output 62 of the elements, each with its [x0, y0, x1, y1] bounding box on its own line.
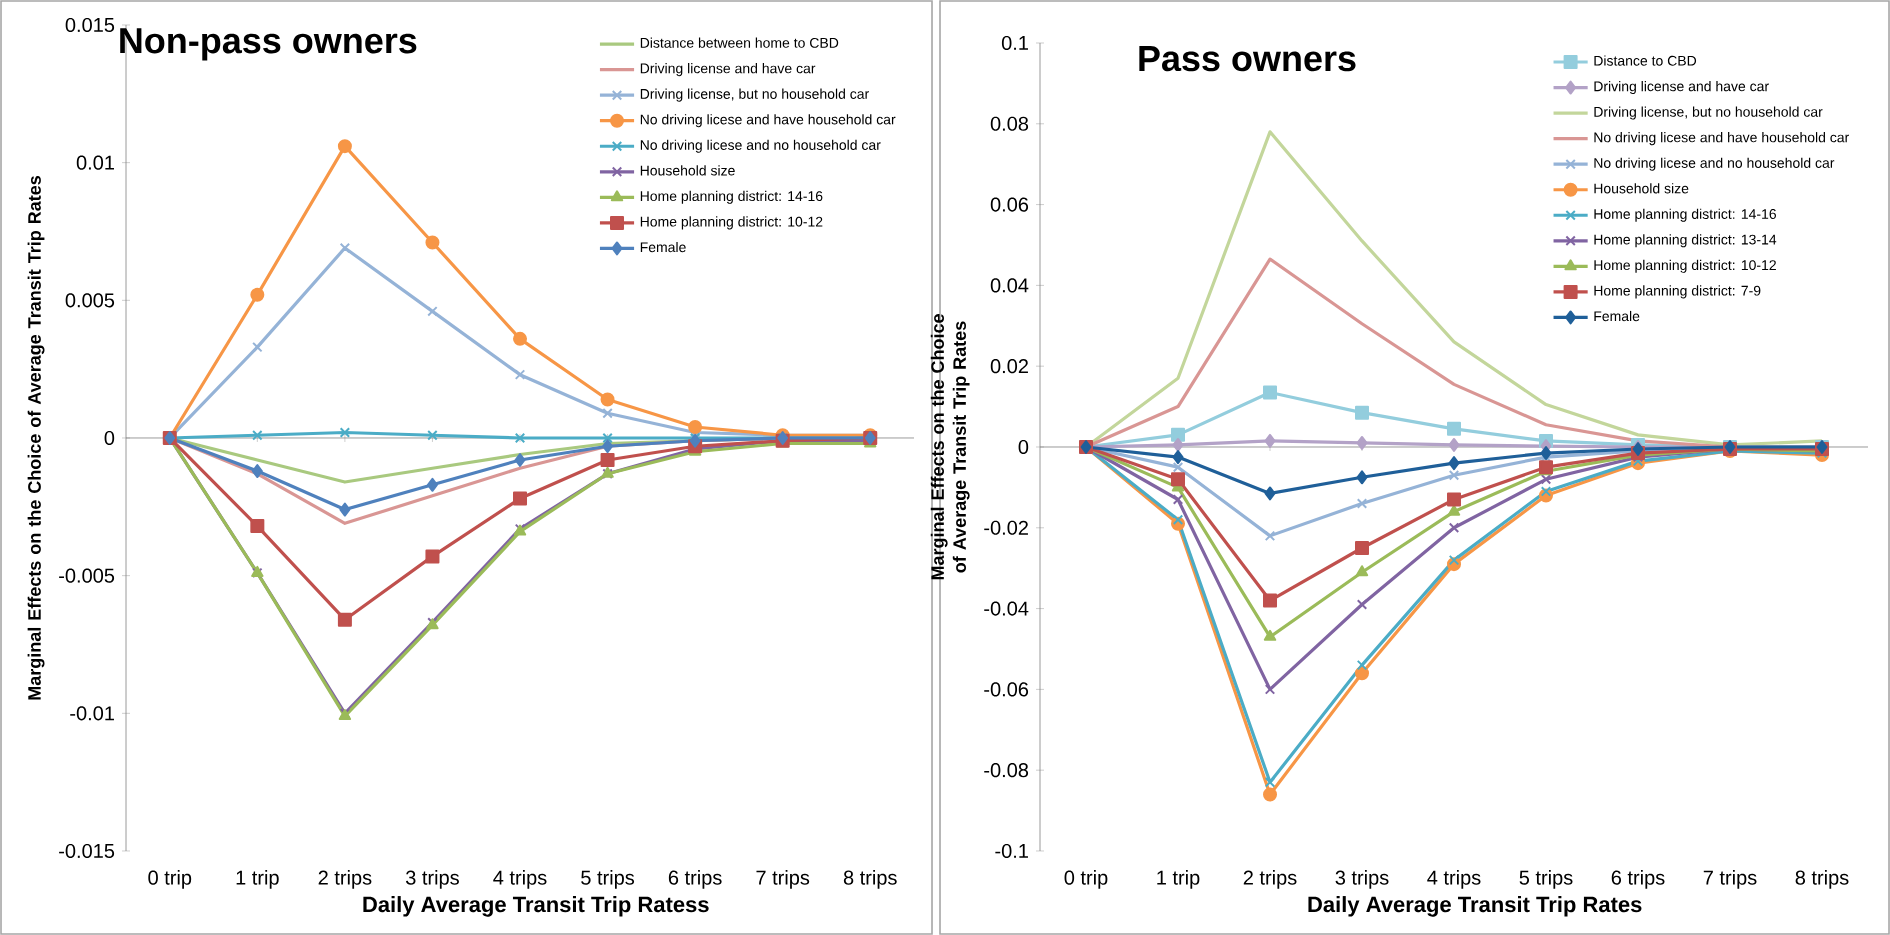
y-tick-label: 0.005: [65, 293, 115, 308]
y-tick-label: -0.005: [59, 568, 115, 583]
x-tick-label: 8 trips: [843, 870, 897, 889]
chart-title: Pass owners: [1139, 46, 1356, 72]
x-tick-label: 0 trip: [1064, 870, 1108, 889]
y-tick-label: -0.08: [984, 763, 1029, 778]
legend-label: Driving license, but no household car: [640, 88, 869, 102]
legend-label: Distance between home to CBD: [640, 37, 839, 48]
legend-label: Home planning district: 13-14: [1594, 234, 1777, 248]
y-tick-label: 0.015: [65, 17, 115, 33]
legend-label: Female: [640, 241, 686, 253]
x-tick-label: 0 trip: [148, 870, 192, 889]
y-tick-label: 0.08: [990, 116, 1029, 131]
y-tick-label: -0.1: [995, 843, 1028, 859]
y-tick-label: 0.06: [990, 197, 1029, 212]
x-tick-label: 1 trip: [236, 870, 279, 889]
legend-label: Female: [1594, 310, 1640, 322]
legend-label: Home planning district: 10-12: [640, 216, 823, 230]
y-tick-label: -0.04: [984, 601, 1029, 616]
x-tick-label: 7 trips: [756, 870, 810, 889]
x-tick-label: 2 trips: [318, 870, 372, 889]
chart-title: Non-pass owners: [120, 28, 417, 61]
y-tick-label: 0.1: [1001, 35, 1028, 51]
legend-label: No driving licese and have household car: [640, 114, 896, 128]
x-tick-label: 6 trips: [668, 870, 722, 889]
y-tick-label: -0.01: [70, 706, 114, 721]
x-tick-label: 1 trip: [1157, 870, 1200, 889]
x-tick-label: 2 trips: [1243, 870, 1297, 889]
y-axis-title: Marginal Effects on the Choice of Average Transit Trip Rates: [27, 176, 45, 700]
legend-label: Household size: [1594, 183, 1689, 194]
y-tick-label: -0.06: [984, 682, 1029, 697]
x-tick-label: 5 trips: [581, 870, 635, 889]
legend-label: No driving licese and have household car: [1594, 132, 1850, 146]
y-tick-label: -0.02: [984, 520, 1028, 535]
legend-label: Home planning district: 7-9: [1594, 285, 1761, 299]
x-tick-label: 4 trips: [1427, 870, 1481, 889]
legend-label: Home planning district: 14-16: [1594, 208, 1776, 222]
legend-label: Driving license and have car: [1594, 80, 1769, 95]
y-tick-label: 0.02: [990, 359, 1028, 374]
x-tick-label: 8 trips: [1795, 870, 1849, 889]
legend-label: Distance to CBD: [1594, 55, 1697, 66]
legend-label: Home planning district: 10-12: [1594, 259, 1776, 273]
y-tick-label: 0.04: [990, 278, 1029, 293]
legend-label: No driving licese and no household car: [640, 139, 881, 153]
x-tick-label: 5 trips: [1519, 870, 1573, 889]
x-tick-label: 3 trips: [1335, 870, 1389, 889]
y-tick-label: 0.01: [76, 155, 114, 170]
legend-label: Driving license, but no household car: [1594, 106, 1823, 120]
legend-label: Driving license and have car: [640, 63, 816, 77]
x-axis-title: Daily Average Transit Trip Rates: [1308, 896, 1642, 917]
x-axis-title: Daily Average Transit Trip Ratess: [363, 896, 709, 917]
y-tick-label: 0: [104, 430, 115, 446]
x-tick-label: 4 trips: [493, 870, 547, 889]
legend-label: Household size: [640, 165, 735, 176]
legend-label: No driving licese and no household car: [1594, 157, 1835, 171]
x-tick-label: 7 trips: [1703, 870, 1757, 889]
x-tick-label: 3 trips: [405, 870, 459, 889]
y-axis-title: Marginal Effects on the Choice of Average Transit Trip Rates: [930, 314, 970, 580]
y-tick-label: -0.015: [59, 843, 115, 859]
legend-label: Home planning district: 14-16: [640, 190, 823, 204]
y-tick-label: 0: [1018, 439, 1029, 455]
x-tick-label: 6 trips: [1611, 870, 1665, 889]
